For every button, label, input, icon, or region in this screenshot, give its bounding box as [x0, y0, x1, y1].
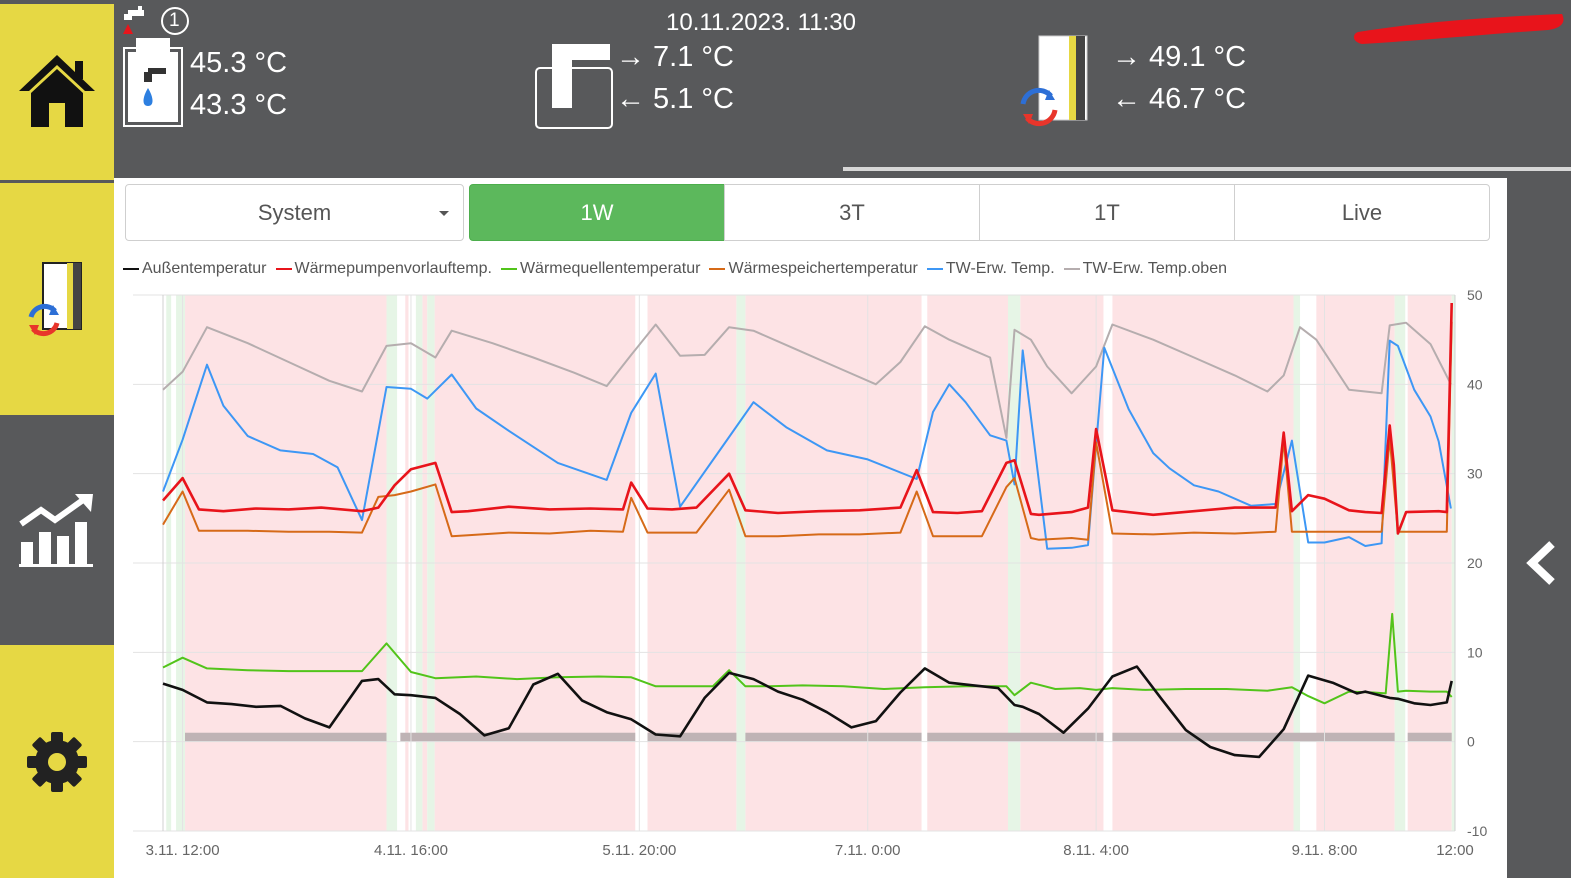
x-tick-label: 7.11. 0:00	[835, 842, 901, 859]
source-flow-out: → 7.1 °C	[616, 41, 734, 73]
heatpump-flow-in: ← 46.7 °C	[1112, 83, 1247, 115]
legend-item[interactable]: Außentemperatur	[123, 260, 267, 278]
notification-count: 1	[169, 10, 180, 31]
hot-water-temp-top: 45.3 °C	[190, 47, 288, 79]
x-tick-label: 12:00	[1436, 842, 1474, 859]
legend-item[interactable]: Wärmepumpenvorlauftemp.	[275, 260, 492, 278]
hot-water-tank-icon	[123, 38, 183, 127]
tab-1w[interactable]: 1W	[469, 184, 725, 241]
header: 1 45.3 °C 43.3 °C 10.11.2023. 11:30 → 7.…	[114, 0, 1571, 178]
redaction-mark	[1353, 14, 1564, 44]
series-line	[162, 321, 1452, 439]
data-select-value: System	[257, 199, 332, 225]
heatpump-unit-icon	[1020, 35, 1088, 127]
band-gray	[745, 732, 922, 742]
gear-icon	[27, 731, 87, 792]
nav-settings[interactable]	[0, 645, 114, 878]
x-tick-label: 5.11. 20:00	[602, 842, 676, 859]
hot-water-alarm-icon	[123, 6, 144, 34]
y-tick-label: 10	[1467, 644, 1483, 660]
y-tick-label: 40	[1467, 376, 1483, 392]
notification-badge[interactable]	[158, 6, 192, 36]
range-tabs: System 1W 3T 1T Live	[125, 184, 1490, 241]
legend-label: TW-Erw. Temp.	[945, 260, 1055, 277]
chart-legend: Außentemperatur Wärmepumpenvorlauftemp. Wä…	[123, 258, 1236, 280]
band-gray	[400, 732, 636, 742]
heatpump-icon	[28, 262, 82, 337]
band-gray	[647, 732, 737, 742]
band-gray	[1407, 732, 1452, 742]
y-tick-label: 30	[1467, 466, 1483, 482]
chevron-down-icon	[439, 211, 449, 216]
tab-1w-label: 1W	[580, 199, 614, 225]
series-line	[162, 302, 1453, 535]
series-lines	[162, 302, 1453, 759]
legend-label: Wärmequellentemperatur	[519, 260, 701, 277]
series-line	[162, 321, 1453, 541]
legend-swatch	[926, 268, 943, 270]
x-tick-label: 8.11. 4:00	[1063, 842, 1129, 859]
legend-item[interactable]: TW-Erw. Temp.oben	[1063, 260, 1227, 278]
x-tick-label: 3.11. 12:00	[146, 842, 220, 859]
legend-label: Wärmepumpenvorlauftemp.	[294, 260, 492, 277]
home-icon	[19, 55, 95, 127]
source-flow-in: ← 5.1 °C	[616, 83, 734, 115]
datetime: 10.11.2023. 11:30	[666, 9, 856, 36]
legend-item[interactable]: TW-Erw. Temp.	[926, 260, 1055, 278]
band-gray	[927, 732, 1104, 742]
legend-swatch	[500, 268, 517, 270]
x-tick-label: 9.11. 8:00	[1292, 842, 1358, 859]
heatpump-flow-out: → 49.1 °C	[1112, 41, 1247, 73]
tab-live[interactable]: Live	[1234, 184, 1490, 241]
tab-3t[interactable]: 3T	[724, 184, 980, 241]
sidebar	[0, 0, 114, 878]
series-line	[162, 612, 1453, 705]
legend-swatch	[275, 268, 292, 270]
legend-item[interactable]: Wärmespeichertemperatur	[709, 260, 918, 278]
band-gray	[1112, 732, 1395, 742]
axis-labels: 50 40 30 20 10 0 -10 3.11. 12:00 4.11. 16:00 5.11…	[146, 287, 1488, 859]
legend-item[interactable]: Wärmequellentemperatur	[500, 260, 701, 278]
y-tick-label: 50	[1467, 287, 1483, 303]
tab-3t-label: 3T	[839, 199, 865, 225]
grid	[133, 294, 1456, 832]
tab-live-label: Live	[1341, 199, 1383, 225]
heat-source-icon	[535, 44, 613, 129]
y-tick-label: -10	[1467, 823, 1487, 839]
data-select[interactable]: System	[125, 184, 464, 241]
legend-label: TW-Erw. Temp.oben	[1082, 260, 1227, 277]
legend-swatch	[123, 268, 139, 270]
tab-1t[interactable]: 1T	[979, 184, 1235, 241]
chart-icon	[19, 494, 93, 567]
series-line	[162, 339, 1452, 550]
hot-water-temp-bottom: 43.3 °C	[190, 89, 288, 121]
y-tick-label: 0	[1467, 734, 1475, 750]
series-line	[162, 665, 1453, 759]
band-gray	[185, 732, 387, 742]
chart-panel: 50 40 30 20 10 0 -10 3.11. 12:00 4.11. 16:00 5.11…	[114, 178, 1507, 878]
legend-label: Außentemperatur	[142, 260, 267, 277]
nav-home[interactable]	[0, 4, 114, 180]
nav-statistics[interactable]	[0, 418, 114, 642]
x-tick-label: 4.11. 16:00	[374, 842, 448, 859]
chevron-left-icon[interactable]	[1522, 540, 1562, 586]
legend-swatch	[709, 268, 726, 270]
legend-swatch	[1063, 268, 1080, 270]
right-rail	[1507, 178, 1571, 878]
tab-1t-label: 1T	[1094, 199, 1120, 225]
nav-heatpump[interactable]	[0, 183, 114, 415]
legend-label: Wärmespeichertemperatur	[728, 260, 918, 277]
header-divider	[843, 167, 1571, 171]
y-tick-label: 20	[1467, 555, 1483, 571]
history-chart[interactable]: 50 40 30 20 10 0 -10 3.11. 12:00 4.11. 16:00 5.11…	[114, 178, 1507, 878]
